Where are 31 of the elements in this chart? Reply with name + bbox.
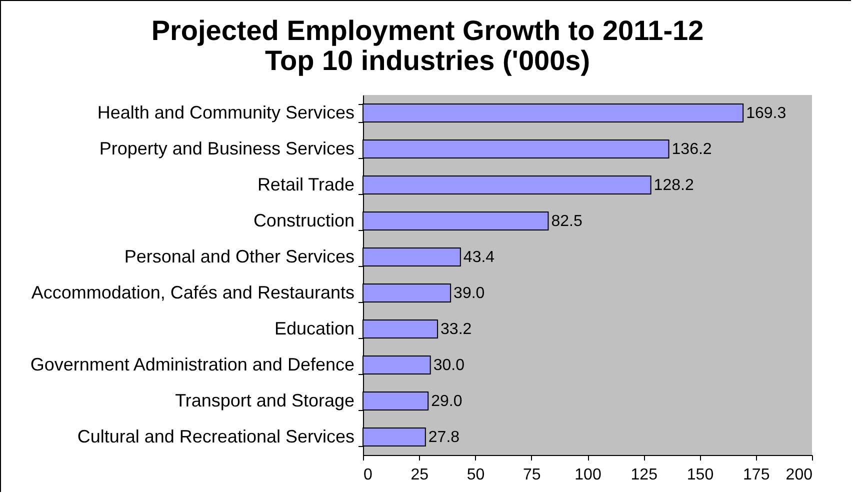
x-tick-label: 75 [522,466,541,484]
data-label: 39.0 [454,285,485,302]
y-tick-label: Retail Trade [257,174,354,194]
data-label: 43.4 [463,249,495,266]
y-tick-label: Education [274,318,354,338]
x-tick-label: 50 [466,466,485,484]
y-tick-label: Construction [253,210,354,230]
x-tick-label: 125 [630,466,658,484]
data-label: 128.2 [654,177,694,194]
y-tick-label: Personal and Other Services [124,246,354,266]
data-label: 30.0 [433,357,465,374]
x-tick-label: 25 [410,466,429,484]
chart-subtitle: Top 10 industries ('000s) [264,45,590,76]
data-label: 82.5 [551,213,582,230]
y-tick-label: Property and Business Services [99,138,354,158]
y-tick-label: Accommodation, Cafés and Restaurants [31,282,354,302]
x-tick-label: 100 [574,466,602,484]
y-tick-label: Cultural and Recreational Services [77,426,354,446]
y-tick-label: Health and Community Services [97,102,354,122]
x-tick-label: 150 [686,466,714,484]
data-label: 27.8 [428,429,460,446]
chart-title: Projected Employment Growth to 2011-12 [151,15,704,46]
x-tick-label: 200 [786,466,813,484]
data-label: 29.0 [431,393,462,410]
data-label: 169.3 [746,105,786,122]
data-label: 33.2 [440,321,472,338]
y-tick-label: Government Administration and Defence [30,354,354,374]
x-tick-label: 0 [364,466,372,484]
y-tick-label: Transport and Storage [175,390,354,410]
data-label: 136.2 [672,141,712,158]
x-tick-label: 175 [743,466,770,484]
